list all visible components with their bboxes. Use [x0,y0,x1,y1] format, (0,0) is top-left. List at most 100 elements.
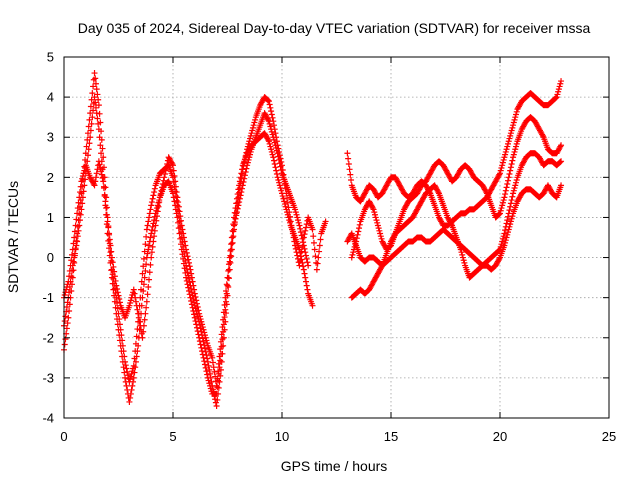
data-point [247,151,254,158]
data-point [82,170,89,177]
data-point [244,159,251,166]
data-point [507,203,514,210]
data-point [138,302,145,309]
data-point [268,108,275,115]
data-point [231,222,238,229]
data-point [300,266,307,273]
data-point [557,158,564,165]
data-point [313,266,320,273]
data-point [374,222,381,229]
data-point [268,128,275,135]
data-point [183,249,190,256]
data-point [238,170,245,177]
y-tick-label: -4 [42,411,54,426]
y-axis-label: SDTVAR / TECUs [5,181,21,293]
data-point [175,199,182,206]
data-point [502,237,509,244]
data-point [233,212,240,219]
y-tick-label: 5 [47,50,54,65]
data-point [248,130,255,137]
data-point [148,230,155,237]
data-point [191,311,198,318]
data-point [171,172,178,179]
data-point [146,242,153,249]
data-point [504,217,511,224]
data-point [316,242,323,249]
data-point [204,340,211,347]
data-point [110,263,117,270]
data-point [281,201,288,208]
data-point [269,151,276,158]
data-point [268,111,275,118]
data-point [146,214,153,221]
data-point [317,236,324,243]
data-point [220,321,227,328]
data-point [503,146,510,153]
data-point [232,215,239,222]
data-point [448,221,455,228]
data-point [508,160,515,167]
data-point [216,364,223,371]
data-point [69,262,76,269]
data-point [509,157,516,164]
data-point [62,313,69,320]
data-point [301,270,308,277]
data-point [234,191,241,198]
data-point [87,103,94,110]
data-point [276,182,283,189]
data-point [233,209,240,216]
data-point [146,269,153,276]
data-point [140,255,147,262]
data-point [156,197,163,204]
data-point [512,114,519,121]
data-point [131,369,138,376]
data-point [292,206,299,213]
data-point [85,123,92,130]
data-point [278,187,285,194]
data-point [87,134,94,141]
data-point [496,255,503,262]
data-point [178,222,185,229]
data-point [108,274,115,281]
data-point [193,321,200,328]
y-tick-label: 3 [47,130,54,145]
data-point [102,202,109,209]
data-point [512,143,519,150]
y-tick-label: -3 [42,370,54,385]
data-point [461,259,468,266]
data-point [86,116,93,123]
data-point [175,225,182,232]
data-point [302,224,309,231]
data-point [501,230,508,237]
data-point [251,119,258,126]
data-point [210,364,217,371]
data-point [348,177,355,184]
data-point [124,368,131,375]
data-point [299,259,306,266]
data-point [247,148,254,155]
data-point [219,336,226,343]
data-point [183,277,190,284]
data-point [376,227,383,234]
data-point [132,298,139,305]
x-tick-label: 25 [602,429,616,444]
data-point [225,275,232,282]
data-point [141,316,148,323]
data-point [188,274,195,281]
data-point [354,231,361,238]
data-point [127,373,134,380]
data-point [70,267,77,274]
data-point [95,126,102,133]
data-point [148,249,155,256]
data-point [506,207,513,214]
data-point [185,284,192,291]
data-point [150,192,157,199]
data-point [236,195,243,202]
data-point [111,268,118,275]
data-point [299,235,306,242]
data-point [213,382,220,389]
plot-frame [63,56,610,419]
data-point [501,154,508,161]
data-point [229,227,236,234]
data-point [265,98,272,105]
